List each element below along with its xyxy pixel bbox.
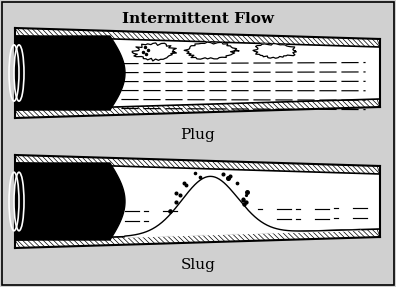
Text: Plug: Plug [181, 128, 215, 142]
Polygon shape [184, 42, 239, 59]
Polygon shape [15, 36, 125, 110]
Text: Slug: Slug [181, 258, 215, 272]
Polygon shape [15, 99, 380, 118]
Polygon shape [15, 229, 380, 248]
Polygon shape [253, 44, 296, 58]
Polygon shape [15, 28, 380, 47]
Polygon shape [15, 163, 380, 240]
Polygon shape [132, 43, 176, 61]
Text: Intermittent Flow: Intermittent Flow [122, 12, 274, 26]
Polygon shape [15, 163, 125, 240]
Polygon shape [15, 36, 380, 110]
Polygon shape [15, 155, 380, 174]
